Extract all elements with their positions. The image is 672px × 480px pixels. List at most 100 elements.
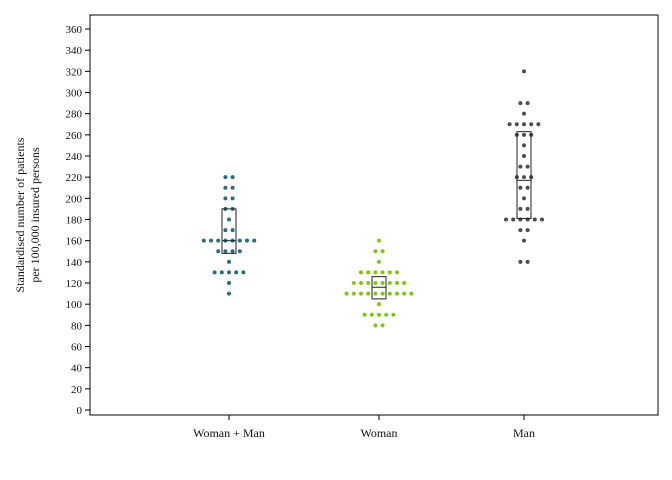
y-tick-label: 360 bbox=[66, 24, 83, 36]
data-point bbox=[230, 175, 235, 180]
data-point bbox=[373, 323, 378, 328]
data-point bbox=[234, 270, 239, 275]
data-point bbox=[522, 196, 526, 201]
y-axis-title: Standardised number of patients per 100,0… bbox=[13, 137, 42, 292]
data-point bbox=[395, 291, 399, 296]
series-layer bbox=[201, 69, 544, 328]
data-point bbox=[522, 132, 526, 137]
data-point bbox=[227, 270, 231, 275]
data-point bbox=[518, 206, 523, 211]
data-point bbox=[377, 312, 381, 317]
data-point bbox=[373, 270, 378, 275]
data-point bbox=[212, 270, 217, 275]
data-point bbox=[536, 122, 541, 127]
data-point bbox=[245, 238, 249, 243]
series-2 bbox=[504, 69, 544, 264]
data-point bbox=[380, 291, 385, 296]
x-axis: Woman + Man Woman Man bbox=[193, 415, 535, 440]
iqr-box bbox=[516, 131, 532, 219]
data-point bbox=[402, 291, 407, 296]
y-tick-label: 320 bbox=[66, 66, 83, 78]
data-point bbox=[359, 291, 363, 296]
data-point bbox=[380, 249, 385, 254]
data-point bbox=[387, 270, 392, 275]
data-point bbox=[522, 111, 526, 116]
data-point bbox=[366, 291, 371, 296]
data-point bbox=[227, 291, 231, 296]
y-tick-label: 80 bbox=[71, 320, 83, 332]
data-point bbox=[391, 312, 396, 317]
data-point bbox=[522, 69, 526, 74]
data-point bbox=[209, 238, 213, 243]
series-0 bbox=[201, 175, 257, 296]
data-point bbox=[522, 238, 526, 243]
iqr-box bbox=[371, 276, 387, 300]
series-1 bbox=[344, 238, 414, 328]
data-point bbox=[525, 164, 530, 169]
data-point bbox=[241, 270, 246, 275]
iqr-box bbox=[221, 208, 237, 254]
data-point bbox=[252, 238, 257, 243]
data-point bbox=[377, 238, 381, 243]
y-tick-label: 280 bbox=[66, 109, 83, 121]
data-point bbox=[223, 175, 228, 180]
data-point bbox=[380, 323, 385, 328]
y-tick-label: 0 bbox=[77, 405, 83, 417]
data-point bbox=[395, 270, 399, 275]
y-axis-title-line: per 100,000 insured persons bbox=[28, 147, 42, 283]
y-tick-label: 140 bbox=[66, 257, 83, 269]
data-point bbox=[201, 238, 206, 243]
data-point bbox=[384, 312, 389, 317]
data-point bbox=[230, 196, 235, 201]
data-point bbox=[369, 312, 374, 317]
data-point bbox=[540, 217, 544, 222]
y-tick-label: 180 bbox=[66, 215, 83, 227]
y-tick-label: 220 bbox=[66, 172, 83, 184]
data-point bbox=[507, 122, 512, 127]
data-point bbox=[237, 249, 242, 254]
data-point bbox=[518, 185, 523, 190]
data-point bbox=[359, 270, 363, 275]
data-point bbox=[230, 185, 235, 190]
x-category-label: Man bbox=[513, 426, 535, 440]
x-category-label: Woman + Man bbox=[193, 426, 265, 440]
data-point bbox=[518, 101, 523, 106]
data-point bbox=[402, 281, 407, 285]
data-point bbox=[377, 259, 381, 264]
data-point bbox=[522, 122, 526, 127]
data-point bbox=[351, 291, 356, 296]
data-point bbox=[525, 206, 530, 211]
x-category-label: Woman bbox=[360, 426, 397, 440]
data-point bbox=[395, 281, 399, 285]
data-point bbox=[529, 122, 534, 127]
data-point bbox=[344, 291, 349, 296]
data-point bbox=[227, 259, 231, 264]
data-point bbox=[223, 196, 228, 201]
data-point bbox=[223, 228, 228, 233]
data-point bbox=[525, 101, 530, 106]
y-axis-title-line: Standardised number of patients bbox=[13, 137, 27, 292]
y-tick-label: 200 bbox=[66, 193, 83, 205]
data-point bbox=[518, 164, 523, 169]
data-point bbox=[227, 217, 231, 222]
data-point bbox=[380, 270, 385, 275]
data-point bbox=[362, 312, 367, 317]
data-point bbox=[511, 217, 516, 222]
data-point bbox=[525, 259, 530, 264]
data-point bbox=[366, 270, 371, 275]
plot-frame bbox=[89, 14, 659, 416]
data-point bbox=[237, 238, 242, 243]
data-point bbox=[373, 249, 378, 254]
data-point bbox=[373, 291, 378, 296]
data-point bbox=[409, 291, 414, 296]
data-point bbox=[504, 217, 508, 222]
data-point bbox=[518, 259, 523, 264]
data-point bbox=[525, 185, 530, 190]
y-tick-label: 340 bbox=[66, 45, 83, 57]
data-point bbox=[387, 281, 392, 285]
y-tick-label: 40 bbox=[71, 363, 83, 375]
y-tick-label: 300 bbox=[66, 88, 83, 100]
data-point bbox=[532, 217, 537, 222]
data-point bbox=[366, 281, 371, 285]
data-point bbox=[380, 281, 385, 285]
